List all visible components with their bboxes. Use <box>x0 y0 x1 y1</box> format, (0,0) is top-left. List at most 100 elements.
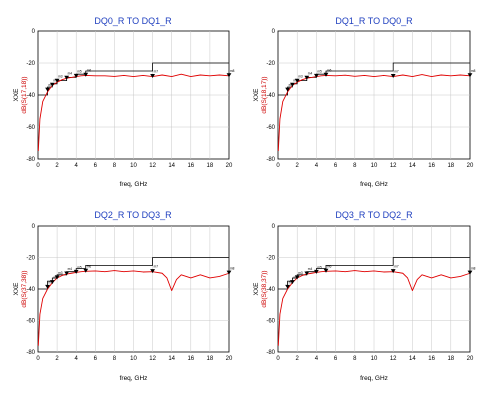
y-tick-label: -60 <box>26 125 35 131</box>
marker-label: m4 <box>308 71 313 75</box>
x-tick-label: 0 <box>36 163 40 169</box>
x-tick-label: 0 <box>36 356 40 362</box>
y-tick-label: 0 <box>32 29 36 35</box>
marker-point <box>226 73 232 78</box>
x-tick-label: 6 <box>94 163 98 169</box>
x-tick-label: 16 <box>428 163 435 169</box>
marker-point <box>290 280 295 285</box>
marker-point <box>314 73 319 78</box>
y-tick-label: -20 <box>266 256 275 262</box>
marker-label: m7 <box>154 70 159 74</box>
x-tick-label: 8 <box>353 356 357 362</box>
x-tick-label: 16 <box>187 163 194 169</box>
marker-point <box>323 268 329 273</box>
y-tick-label: -40 <box>266 93 275 99</box>
y-axis-label-xxe: XXE <box>253 88 260 102</box>
marker-label: m3 <box>58 271 63 275</box>
marker-label: m2 <box>293 276 298 280</box>
marker-point <box>54 275 60 280</box>
marker-label: m8 <box>471 266 476 270</box>
marker-point <box>150 74 155 78</box>
y-axis-label-db: dB(S(38,37)) <box>261 270 268 307</box>
x-tick-label: 8 <box>113 163 117 169</box>
marker-point <box>467 73 473 78</box>
y-axis-label-xxe: XXE <box>13 88 20 102</box>
x-tick-label: 0 <box>276 356 280 362</box>
marker-point <box>294 78 300 83</box>
y-tick-label: -80 <box>266 157 275 163</box>
marker-point <box>314 269 319 274</box>
x-tick-label: 12 <box>390 356 397 362</box>
marker-label: m7 <box>394 70 399 74</box>
marker-point <box>73 269 79 274</box>
marker-label: m1 <box>49 280 54 284</box>
marker-label: m6 <box>327 264 332 268</box>
marker-point <box>83 268 89 273</box>
marker-point <box>64 271 70 276</box>
x-tick-label: 4 <box>315 163 319 169</box>
marker-point <box>304 271 310 276</box>
x-axis-label: freq, GHz <box>120 375 148 382</box>
x-tick-label: 0 <box>276 163 280 169</box>
x-tick-label: 14 <box>168 163 175 169</box>
x-tick-label: 12 <box>390 163 397 169</box>
marker-point <box>54 78 60 83</box>
x-tick-label: 14 <box>168 356 175 362</box>
x-tick-label: 8 <box>353 163 357 169</box>
marker-point <box>285 284 290 289</box>
y-axis-label-db: dB(S(18,17)) <box>261 76 268 113</box>
marker-label: m2 <box>53 78 58 82</box>
marker-point <box>285 87 290 92</box>
y-tick-label: -20 <box>26 256 35 262</box>
x-tick-label: 18 <box>207 163 214 169</box>
marker-point <box>49 82 55 87</box>
marker-label: m2 <box>53 276 58 280</box>
response-series-line <box>37 73 230 152</box>
chart-title: DQ0_R TO DQ1_R <box>94 16 172 26</box>
x-tick-label: 18 <box>447 163 454 169</box>
y-tick-label: -80 <box>266 350 275 356</box>
y-axis-label-xxe: XXE <box>253 282 260 296</box>
marker-label: m3 <box>58 74 63 78</box>
marker-label: m1 <box>289 280 294 284</box>
response-series-line <box>37 270 230 346</box>
marker-label: m6 <box>87 264 92 268</box>
marker-point <box>64 75 70 80</box>
y-tick-label: 0 <box>272 224 276 230</box>
x-axis-label: freq, GHz <box>360 375 388 382</box>
marker-label: m7 <box>394 265 399 269</box>
marker-label: m6 <box>327 68 332 72</box>
x-tick-label: 4 <box>315 356 319 362</box>
x-tick-label: 10 <box>130 163 137 169</box>
x-tick-label: 2 <box>296 163 300 169</box>
marker-point <box>294 275 300 280</box>
marker-label: m3 <box>298 271 303 275</box>
x-tick-label: 6 <box>94 356 98 362</box>
x-tick-label: 6 <box>334 356 338 362</box>
y-tick-label: 0 <box>272 29 276 35</box>
marker-label: m4 <box>68 267 73 271</box>
x-tick-label: 16 <box>428 356 435 362</box>
marker-point <box>226 270 232 275</box>
x-tick-label: 20 <box>467 356 474 362</box>
x-tick-label: 16 <box>187 356 194 362</box>
x-tick-label: 4 <box>75 163 79 169</box>
marker-label: m2 <box>293 78 298 82</box>
chart-panel-1: DQ0_R TO DQ1_R 0 2 4 6 8 10 12 14 16 18 20 0 -20 -40 -6… <box>13 16 235 188</box>
marker-label: m1 <box>289 83 294 87</box>
x-tick-label: 10 <box>371 356 378 362</box>
marker-label: m6 <box>87 68 92 72</box>
marker-point <box>150 269 155 274</box>
marker-point <box>290 82 295 87</box>
x-tick-label: 10 <box>371 163 378 169</box>
marker-label: m5 <box>317 69 322 73</box>
marker-point <box>73 73 79 78</box>
x-axis-label: freq, GHz <box>120 181 148 188</box>
x-tick-label: 2 <box>55 163 59 169</box>
response-series-line <box>277 74 471 152</box>
marker-point <box>83 72 89 77</box>
x-tick-label: 10 <box>130 356 137 362</box>
chart-title: DQ3_R TO DQ2_R <box>335 210 413 220</box>
y-axis-label-db: dB(S(37,38)) <box>21 270 28 307</box>
